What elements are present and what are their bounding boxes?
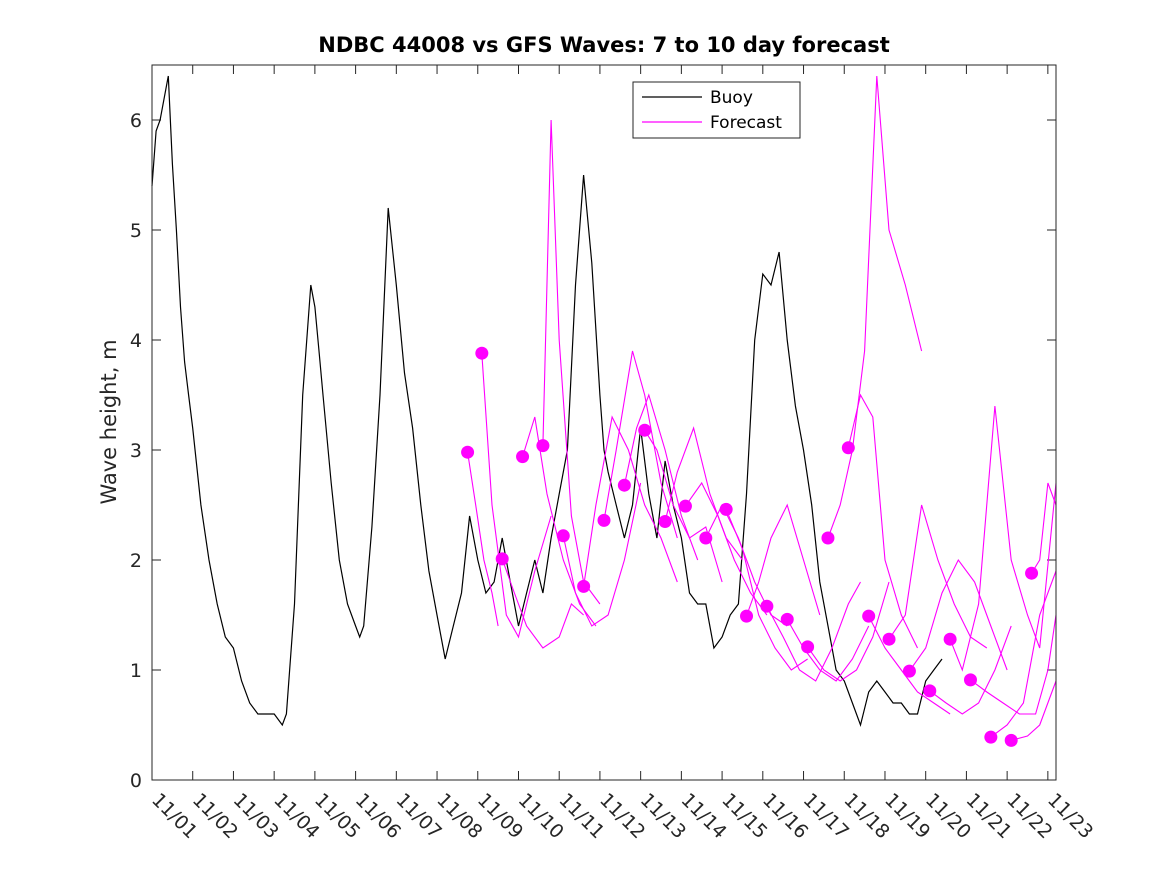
forecast-marker-25 bbox=[963, 673, 977, 687]
forecast-marker-10 bbox=[658, 515, 672, 528]
forecast-line-15 bbox=[766, 581, 861, 682]
forecast-marker-24 bbox=[943, 632, 957, 646]
y-tick-label-5: 5 bbox=[130, 220, 142, 242]
x-tick-label-1: 11/02 bbox=[188, 789, 242, 843]
legend-buoy-label: Buoy bbox=[710, 88, 753, 108]
forecast-marker-13 bbox=[719, 502, 733, 516]
forecast-line-17 bbox=[807, 581, 890, 682]
forecast-marker-23 bbox=[923, 684, 937, 698]
forecast-line-10 bbox=[664, 426, 743, 561]
x-tick-label-11: 11/12 bbox=[595, 789, 649, 843]
forecast-marker-15 bbox=[760, 599, 774, 613]
forecast-line-20 bbox=[868, 615, 951, 715]
x-tick-label-12: 11/13 bbox=[636, 789, 690, 843]
forecast-marker-22 bbox=[902, 664, 916, 678]
x-tick-label-20: 11/21 bbox=[962, 789, 1016, 843]
x-tick-label-19: 11/20 bbox=[921, 789, 975, 843]
forecast-line-16 bbox=[786, 619, 870, 682]
x-tick-label-2: 11/03 bbox=[229, 789, 283, 843]
plot-area bbox=[152, 65, 1056, 780]
forecast-line-0 bbox=[467, 452, 499, 627]
x-tick-label-17: 11/18 bbox=[839, 789, 893, 843]
forecast-marker-16 bbox=[780, 612, 794, 626]
legend-forecast-label: Forecast bbox=[710, 113, 782, 133]
y-tick-label-4: 4 bbox=[130, 330, 142, 352]
forecast-marker-28 bbox=[1025, 566, 1039, 580]
forecast-marker-27 bbox=[1004, 733, 1018, 747]
y-tick-label-2: 2 bbox=[130, 550, 142, 572]
forecast-marker-1 bbox=[475, 346, 489, 360]
forecast-line-13 bbox=[725, 509, 808, 671]
forecast-marker-18 bbox=[821, 531, 835, 545]
x-tick-label-7: 11/08 bbox=[432, 789, 486, 843]
chart-title: NDBC 44008 vs GFS Waves: 7 to 10 day for… bbox=[318, 33, 889, 57]
buoy-line bbox=[151, 75, 943, 728]
forecast-marker-11 bbox=[678, 499, 692, 513]
forecast-line-5 bbox=[562, 482, 642, 627]
axes-box bbox=[151, 64, 1057, 781]
y-tick-label-0: 0 bbox=[130, 770, 142, 792]
x-tick-label-6: 11/07 bbox=[392, 789, 446, 843]
forecast-line-12 bbox=[705, 503, 788, 627]
forecast-marker-21 bbox=[882, 632, 896, 646]
x-tick-label-10: 11/11 bbox=[554, 789, 608, 843]
forecast-marker-20 bbox=[862, 609, 876, 623]
x-tick-label-5: 11/06 bbox=[351, 789, 405, 843]
forecast-marker-9 bbox=[638, 423, 652, 437]
forecast-line-1 bbox=[481, 353, 552, 639]
x-tick-label-4: 11/05 bbox=[310, 789, 364, 843]
forecast-marker-26 bbox=[984, 730, 998, 744]
forecast-marker-7 bbox=[597, 513, 611, 527]
x-tick-label-16: 11/17 bbox=[799, 789, 853, 843]
forecast-line-18 bbox=[827, 75, 923, 539]
forecast-line-26 bbox=[990, 570, 1057, 738]
x-tick-label-13: 11/14 bbox=[677, 789, 731, 843]
forecast-marker-6 bbox=[577, 579, 591, 593]
forecast-line-8 bbox=[623, 393, 699, 561]
x-tick-label-18: 11/19 bbox=[880, 789, 934, 843]
forecast-marker-12 bbox=[699, 531, 713, 545]
y-tick-label-6: 6 bbox=[130, 110, 142, 132]
x-tick-label-22: 11/23 bbox=[1043, 789, 1097, 843]
forecast-line-19 bbox=[847, 393, 918, 649]
forecast-line-28 bbox=[1031, 482, 1057, 574]
forecast-marker-5 bbox=[556, 529, 570, 543]
legend-box bbox=[632, 81, 801, 139]
forecast-line-27 bbox=[1011, 680, 1057, 741]
forecast-marker-3 bbox=[516, 450, 530, 464]
forecast-line-22 bbox=[908, 558, 1008, 672]
forecast-marker-17 bbox=[801, 640, 815, 654]
x-tick-label-9: 11/10 bbox=[514, 789, 568, 843]
forecast-marker-0 bbox=[461, 445, 475, 459]
x-tick-label-3: 11/04 bbox=[269, 789, 323, 843]
forecast-marker-19 bbox=[841, 441, 855, 455]
x-tick-label-15: 11/16 bbox=[758, 789, 812, 843]
y-axis-label: Wave height, m bbox=[97, 339, 121, 504]
forecast-line-6 bbox=[583, 415, 678, 587]
x-tick-label-0: 11/01 bbox=[147, 789, 201, 843]
forecast-marker-4 bbox=[536, 439, 550, 453]
y-tick-label-1: 1 bbox=[130, 660, 142, 682]
forecast-marker-14 bbox=[740, 609, 754, 623]
series-layer bbox=[151, 75, 1057, 741]
forecast-line-7 bbox=[603, 350, 678, 539]
x-tick-label-8: 11/09 bbox=[473, 789, 527, 843]
x-tick-label-14: 11/15 bbox=[717, 789, 771, 843]
forecast-marker-8 bbox=[617, 478, 631, 492]
forecast-line-24 bbox=[949, 405, 1057, 672]
forecast-marker-2 bbox=[495, 552, 509, 566]
forecast-line-14 bbox=[745, 503, 821, 617]
legend: Buoy Forecast bbox=[632, 81, 801, 139]
forecast-line-2 bbox=[501, 558, 584, 649]
marker-layer bbox=[461, 346, 1039, 747]
x-tick-label-21: 11/22 bbox=[1002, 789, 1056, 843]
forecast-line-25 bbox=[970, 614, 1057, 715]
forecast-line-23 bbox=[929, 625, 1012, 715]
y-tick-label-3: 3 bbox=[130, 440, 142, 462]
